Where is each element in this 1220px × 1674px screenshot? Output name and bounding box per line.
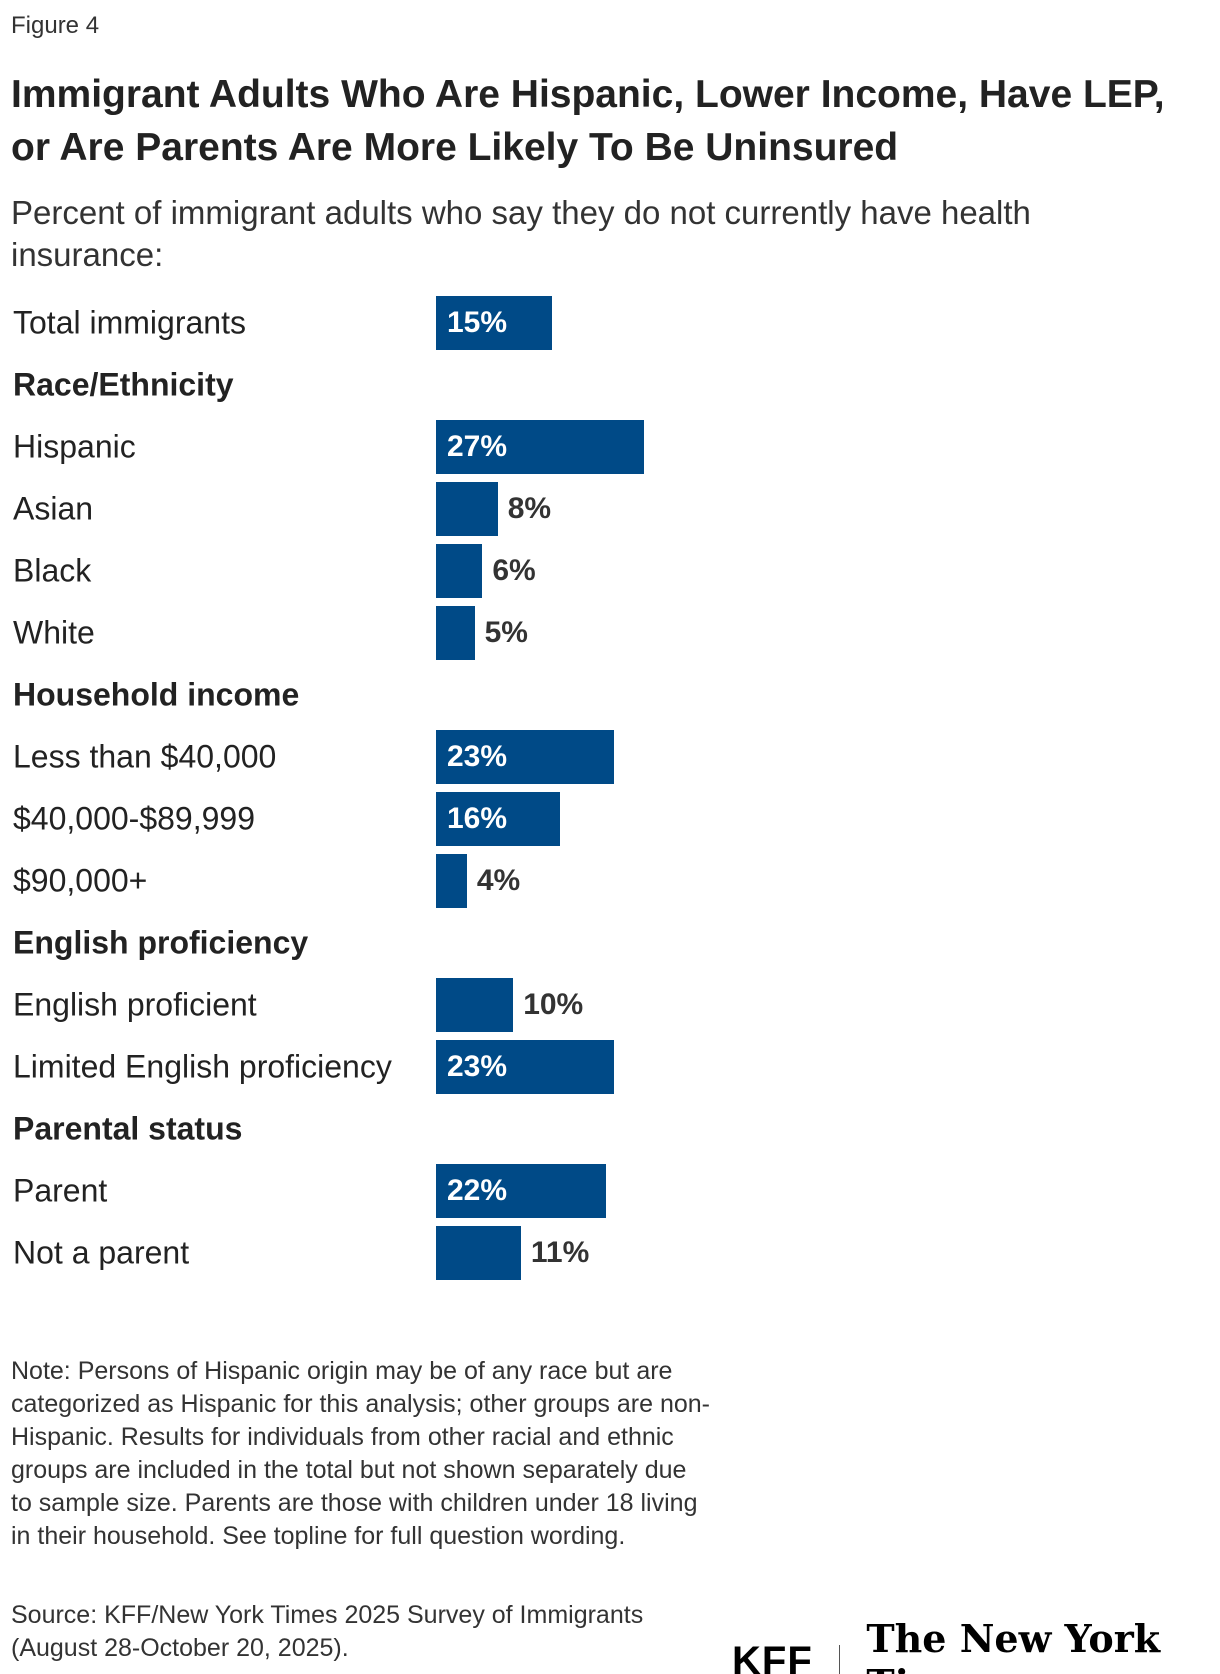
bar <box>436 1040 614 1094</box>
bar <box>436 1226 521 1280</box>
bar-row: Not a parent 11% <box>0 1222 1220 1284</box>
group-header-label: Parental status <box>13 1110 243 1147</box>
bar <box>436 978 514 1032</box>
bar <box>436 792 560 846</box>
kff-logo: KFF <box>732 1638 813 1674</box>
data-label: 4% <box>476 864 521 897</box>
bar-row: Parent 22% <box>0 1160 1220 1222</box>
bar <box>436 296 552 350</box>
bar <box>436 482 498 536</box>
bar-row: Total immigrants 15% <box>0 292 1220 354</box>
category-label: Black <box>13 552 92 589</box>
data-label: 27% <box>447 430 508 463</box>
bar <box>436 854 467 908</box>
category-label: Less than $40,000 <box>13 738 277 775</box>
data-label: 23% <box>447 740 508 773</box>
logos: KFF The New York Times <box>732 1616 1220 1674</box>
data-label: 8% <box>507 492 552 525</box>
bar-row: $40,000-$89,999 16% <box>0 788 1220 850</box>
bar <box>436 606 475 660</box>
data-label: 11% <box>530 1236 590 1269</box>
bar-row: English proficient 10% <box>0 974 1220 1036</box>
chart-subtitle: Percent of immigrant adults who say they… <box>11 194 1031 273</box>
category-label: White <box>13 614 95 651</box>
data-label: 22% <box>447 1174 508 1207</box>
source: Source: KFF/New York Times 2025 Survey o… <box>11 1601 644 1662</box>
group-header: Household income <box>0 664 1220 726</box>
category-label: $90,000+ <box>13 862 148 899</box>
data-label: 15% <box>447 306 508 339</box>
category-label: Not a parent <box>13 1234 190 1271</box>
group-header: Parental status <box>0 1098 1220 1160</box>
data-label: 16% <box>447 802 508 835</box>
data-label: 6% <box>492 554 536 587</box>
bar <box>436 420 645 474</box>
bar <box>436 1164 606 1218</box>
group-header: English proficiency <box>0 912 1220 974</box>
category-label: Hispanic <box>13 428 136 465</box>
bar-row: $90,000+ 4% <box>0 850 1220 912</box>
data-label: 23% <box>447 1050 508 1083</box>
group-header-label: Household income <box>13 676 300 713</box>
bar-row: Less than $40,000 23% <box>0 726 1220 788</box>
logo-divider <box>838 1645 841 1674</box>
group-header-label: English proficiency <box>13 924 309 961</box>
category-label: English proficient <box>13 986 257 1023</box>
bar <box>436 730 614 784</box>
category-label: Parent <box>13 1172 108 1209</box>
data-label: 10% <box>523 988 584 1021</box>
category-label: $40,000-$89,999 <box>13 800 255 837</box>
category-label: Limited English proficiency <box>13 1048 392 1085</box>
data-label: 5% <box>484 616 528 649</box>
bar-row: Hispanic 27% <box>0 416 1220 478</box>
bar-row: Black 6% <box>0 540 1220 602</box>
bar-row: Limited English proficiency 23% <box>0 1036 1220 1098</box>
bar-row: White 5% <box>0 602 1220 664</box>
figure-label: Figure 4 <box>11 12 100 39</box>
group-header: Race/Ethnicity <box>0 354 1220 416</box>
bar <box>436 544 483 598</box>
group-header-label: Race/Ethnicity <box>13 366 234 403</box>
category-label: Total immigrants <box>13 304 246 341</box>
nyt-logo: The New York Times <box>866 1616 1161 1674</box>
chart-title: Immigrant Adults Who Are Hispanic, Lower… <box>11 73 1165 169</box>
category-label: Asian <box>13 490 94 527</box>
note: Note: Persons of Hispanic origin may be … <box>11 1357 710 1550</box>
bar-row: Asian 8% <box>0 478 1220 540</box>
